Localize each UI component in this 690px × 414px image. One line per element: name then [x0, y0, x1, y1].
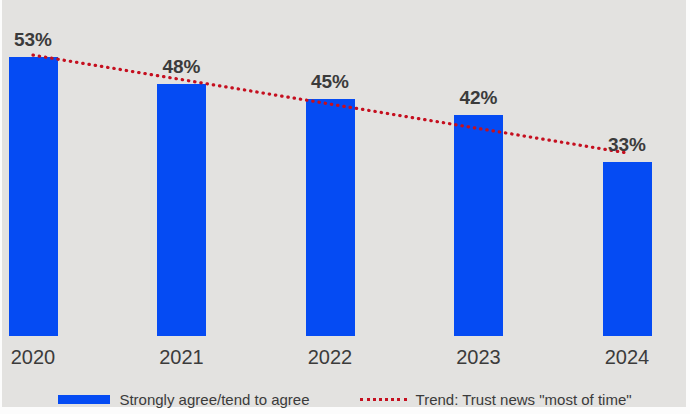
- bar-series-label: Strongly agree/tend to agree: [119, 391, 309, 408]
- bar-2021: [157, 84, 206, 336]
- bar-series-swatch: [58, 395, 110, 404]
- trend-line-swatch: [360, 398, 407, 401]
- data-label-2023: 42%: [437, 87, 521, 109]
- bar-2023: [454, 115, 503, 336]
- chart-canvas: 53% 2020 48% 2021 45% 2022 42% 2023 33% 2024 Stro…: [0, 0, 690, 414]
- legend-item-trend: Trend: Trust news "most of time": [360, 391, 632, 408]
- data-label-2020: 53%: [0, 29, 75, 51]
- data-label-2024: 33%: [585, 134, 669, 156]
- data-label-2021: 48%: [140, 56, 224, 78]
- bar-2020: [9, 57, 58, 336]
- axis-label-2020: 2020: [0, 346, 75, 370]
- axis-label-2023: 2023: [437, 346, 521, 370]
- bar-2024: [603, 162, 652, 336]
- bar-2022: [306, 99, 355, 336]
- axis-label-2024: 2024: [585, 346, 669, 370]
- trend-line-label: Trend: Trust news "most of time": [416, 391, 632, 408]
- axis-label-2021: 2021: [140, 346, 224, 370]
- legend-item-bars: Strongly agree/tend to agree: [58, 391, 309, 408]
- axis-label-2022: 2022: [288, 346, 372, 370]
- chart-legend: Strongly agree/tend to agree Trend: Trus…: [0, 388, 690, 410]
- data-label-2022: 45%: [288, 71, 372, 93]
